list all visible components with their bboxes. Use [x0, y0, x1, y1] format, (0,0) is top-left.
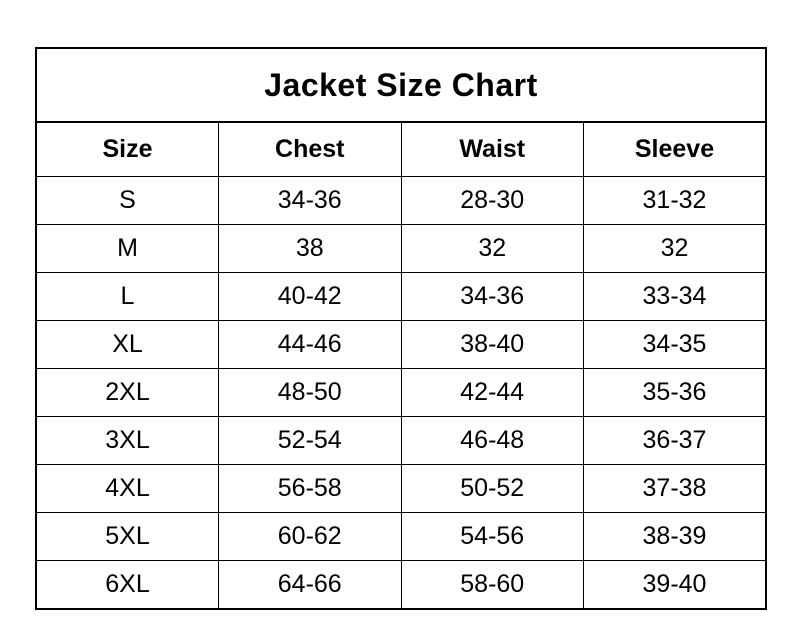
size-cell: 2XL [35, 368, 219, 417]
table-row: 6XL 64-66 58-60 39-40 [35, 560, 767, 610]
table-row: 5XL 60-62 54-56 38-39 [35, 512, 767, 561]
table-row: M 38 32 32 [35, 224, 767, 273]
size-cell: 3XL [35, 416, 219, 465]
chest-cell: 38 [218, 224, 402, 273]
title-row: Jacket Size Chart [35, 47, 767, 123]
sleeve-cell: 31-32 [583, 176, 767, 225]
table-row: 3XL 52-54 46-48 36-37 [35, 416, 767, 465]
sleeve-cell: 39-40 [583, 560, 767, 610]
table-row: XL 44-46 38-40 34-35 [35, 320, 767, 369]
table-title: Jacket Size Chart [35, 47, 767, 123]
size-cell: S [35, 176, 219, 225]
chest-cell: 60-62 [218, 512, 402, 561]
size-table-body: S 34-36 28-30 31-32 M 38 32 32 L 40-42 34-36 33-34 X… [35, 176, 767, 610]
table-row: S 34-36 28-30 31-32 [35, 176, 767, 225]
chest-cell: 48-50 [218, 368, 402, 417]
sleeve-cell: 35-36 [583, 368, 767, 417]
sleeve-cell: 37-38 [583, 464, 767, 513]
chest-cell: 40-42 [218, 272, 402, 321]
chest-cell: 64-66 [218, 560, 402, 610]
waist-cell: 50-52 [400, 464, 584, 513]
table-row: 4XL 56-58 50-52 37-38 [35, 464, 767, 513]
sleeve-cell: 38-39 [583, 512, 767, 561]
size-cell: XL [35, 320, 219, 369]
size-cell: 4XL [35, 464, 219, 513]
size-chart-table: Jacket Size Chart Size Chest Waist Sleev… [35, 47, 767, 610]
sleeve-cell: 34-35 [583, 320, 767, 369]
column-header-sleeve: Sleeve [583, 121, 767, 177]
size-cell: M [35, 224, 219, 273]
size-chart-table-container: Jacket Size Chart Size Chest Waist Sleev… [35, 47, 767, 610]
waist-cell: 32 [400, 224, 584, 273]
sleeve-cell: 32 [583, 224, 767, 273]
column-header-waist: Waist [400, 121, 584, 177]
waist-cell: 34-36 [400, 272, 584, 321]
sleeve-cell: 36-37 [583, 416, 767, 465]
chest-cell: 52-54 [218, 416, 402, 465]
size-cell: 6XL [35, 560, 219, 610]
chest-cell: 34-36 [218, 176, 402, 225]
chest-cell: 44-46 [218, 320, 402, 369]
waist-cell: 58-60 [400, 560, 584, 610]
waist-cell: 46-48 [400, 416, 584, 465]
sleeve-cell: 33-34 [583, 272, 767, 321]
waist-cell: 54-56 [400, 512, 584, 561]
size-cell: 5XL [35, 512, 219, 561]
table-row: 2XL 48-50 42-44 35-36 [35, 368, 767, 417]
table-row: L 40-42 34-36 33-34 [35, 272, 767, 321]
column-header-row: Size Chest Waist Sleeve [35, 121, 767, 177]
waist-cell: 38-40 [400, 320, 584, 369]
column-header-size: Size [35, 121, 219, 177]
chest-cell: 56-58 [218, 464, 402, 513]
column-header-chest: Chest [218, 121, 402, 177]
waist-cell: 28-30 [400, 176, 584, 225]
size-cell: L [35, 272, 219, 321]
waist-cell: 42-44 [400, 368, 584, 417]
